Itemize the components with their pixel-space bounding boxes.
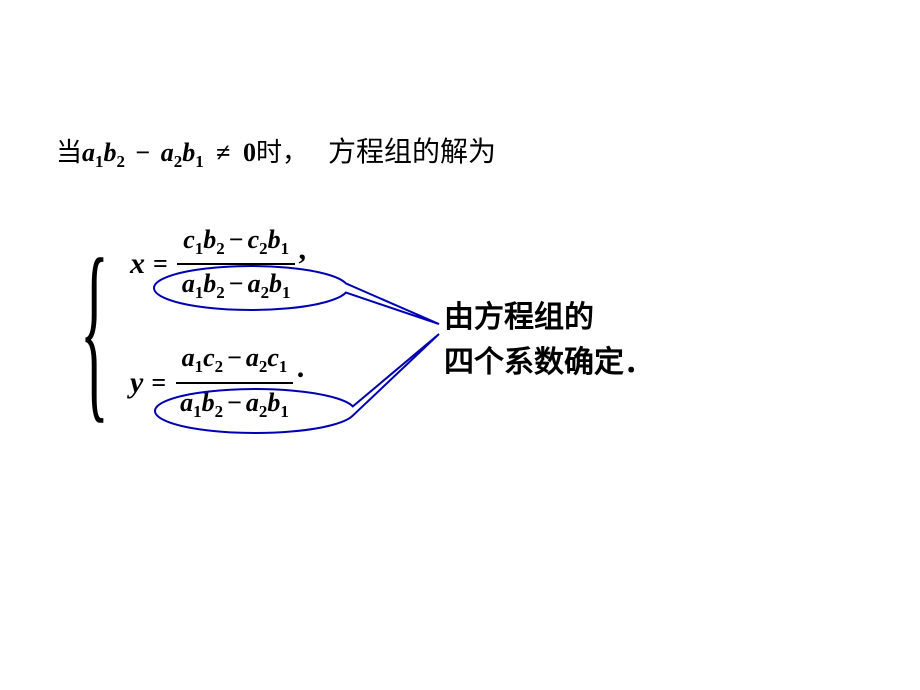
denominator-x: a1b2−a2b1 [176,265,297,303]
prefix-text: 当 [56,132,82,169]
suffix-text: 时， [256,132,308,169]
solution-intro: 方程组的解为 [328,130,496,170]
fraction-y: a1c2−a2c1 a1b2−a2b1 [174,343,295,421]
equation-system: x = c1b2−c2b1 a1b2−a2b1 , y = a1c2−a2c1 … [90,225,306,462]
condition-line: 当 a1b2 − a2b1 ≠ 0 时， 方程组的解为 [56,130,496,172]
numerator-y: a1c2−a2c1 [176,343,294,383]
fraction-x: c1b2−c2b1 a1b2−a2b1 [176,225,297,303]
numerator-x: c1b2−c2b1 [177,225,295,265]
annotation-text: 由方程组的 四个系数确定． [444,295,654,385]
denominator-y: a1b2−a2b1 [174,384,295,422]
equation-y: y = a1c2−a2c1 a1b2−a2b1 . [130,343,306,421]
equation-x: x = c1b2−c2b1 a1b2−a2b1 , [130,225,306,303]
condition-expr: a1b2 − a2b1 ≠ 0 [82,138,256,172]
